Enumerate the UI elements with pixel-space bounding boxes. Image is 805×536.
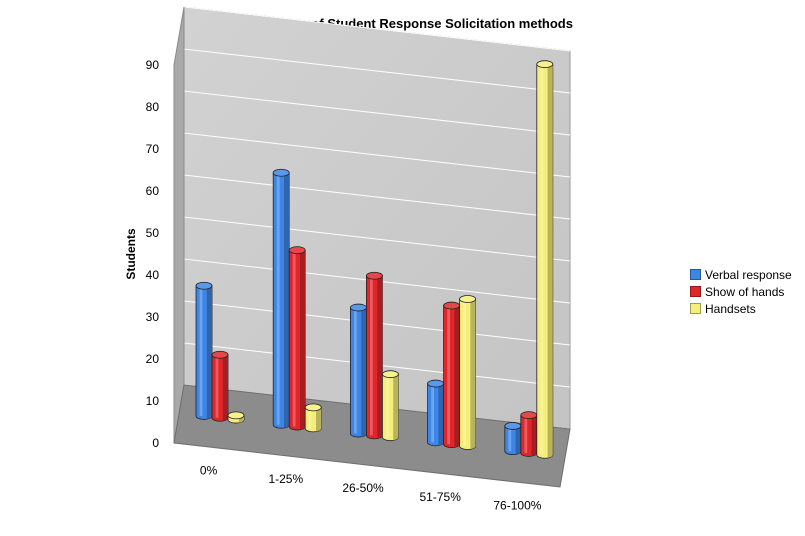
y-tick-label: 40 (146, 268, 160, 282)
bar (365, 271, 383, 440)
bar (227, 411, 245, 424)
bar (288, 246, 306, 431)
bar-highlight (447, 305, 450, 445)
bar-shade (284, 172, 290, 428)
legend-label: Handsets (705, 301, 756, 316)
legend-swatch (690, 286, 701, 297)
bar-shade (438, 383, 444, 446)
y-tick-label: 50 (146, 226, 160, 240)
bar (427, 379, 445, 447)
bar (195, 281, 213, 420)
bar-shade (515, 425, 521, 455)
bar-highlight (354, 307, 357, 434)
bar-top (272, 168, 290, 177)
bar-highlight (370, 275, 373, 436)
bar-top (195, 281, 213, 290)
bar (443, 301, 461, 449)
bar-highlight (386, 374, 389, 438)
bar (504, 422, 522, 456)
y-tick-label: 10 (146, 394, 160, 408)
bar-highlight (508, 425, 512, 452)
y-tick-label: 90 (146, 58, 160, 72)
bar-highlight (540, 64, 544, 455)
bar-top (304, 403, 322, 412)
legend: Verbal response Show of hands Handsets (690, 266, 792, 317)
bar-shade (361, 307, 367, 437)
bar-top (459, 295, 477, 303)
bar-top (520, 411, 538, 420)
bar-top (427, 379, 445, 388)
bar-top (211, 350, 229, 359)
bar-highlight (524, 415, 528, 453)
x-tick-labels: 0% 1-25% 26-50% 51-75% 76-100% (200, 463, 542, 512)
bar-top (349, 303, 367, 312)
bar-top (443, 301, 461, 310)
legend-item: Verbal response (690, 266, 792, 283)
bar (211, 350, 229, 422)
bar (304, 403, 322, 433)
legend-item: Show of hands (690, 283, 792, 300)
legend-label: Verbal response (705, 267, 792, 282)
bar-top (381, 370, 399, 379)
bar-shade (316, 407, 322, 432)
bar-shade (377, 275, 383, 439)
bar (459, 295, 477, 450)
legend-label: Show of hands (705, 284, 785, 299)
bar-highlight (463, 298, 466, 446)
left-wall (173, 6, 185, 444)
bar-highlight (276, 172, 280, 425)
bar-highlight (292, 250, 296, 427)
bar-shade (222, 354, 228, 421)
bar (381, 370, 399, 442)
chart-left-wall (173, 6, 185, 444)
bar-shade (531, 415, 537, 457)
bar (272, 168, 290, 429)
y-axis-label: Students (124, 228, 138, 280)
x-tick-label: 1-25% (268, 472, 303, 486)
y-tick-label: 60 (146, 184, 160, 198)
bar (520, 411, 538, 457)
bar (349, 303, 367, 438)
y-tick-label: 0 (152, 436, 159, 450)
bar-highlight (199, 285, 203, 416)
bar-shade (393, 374, 399, 441)
y-tick-label: 70 (146, 142, 160, 156)
legend-swatch (690, 269, 701, 280)
bar-shade (470, 298, 476, 450)
x-tick-label: 76-100% (493, 499, 541, 513)
bar-top (365, 271, 383, 280)
bar-highlight (308, 407, 312, 429)
bar-shade (300, 250, 306, 430)
bar-shade (454, 305, 460, 448)
bar-top (288, 246, 306, 255)
y-tick-label: 30 (146, 310, 160, 324)
bar-highlight (431, 383, 434, 443)
y-tick-labels: 0 10 20 30 40 50 60 70 80 90 (146, 58, 160, 450)
bar-highlight (215, 354, 219, 418)
bar-top (504, 422, 522, 430)
bar-shade (547, 64, 553, 458)
legend-item: Handsets (690, 300, 792, 317)
bar-top (227, 411, 245, 420)
y-tick-label: 20 (146, 352, 160, 366)
x-tick-label: 51-75% (420, 490, 462, 504)
x-tick-label: 0% (200, 463, 218, 477)
y-tick-label: 80 (146, 100, 160, 114)
legend-swatch (690, 303, 701, 314)
bar (536, 60, 554, 459)
bars-group (195, 60, 554, 459)
x-tick-label: 26-50% (342, 481, 384, 495)
bar-shade (206, 285, 212, 420)
bar-top (536, 60, 554, 69)
